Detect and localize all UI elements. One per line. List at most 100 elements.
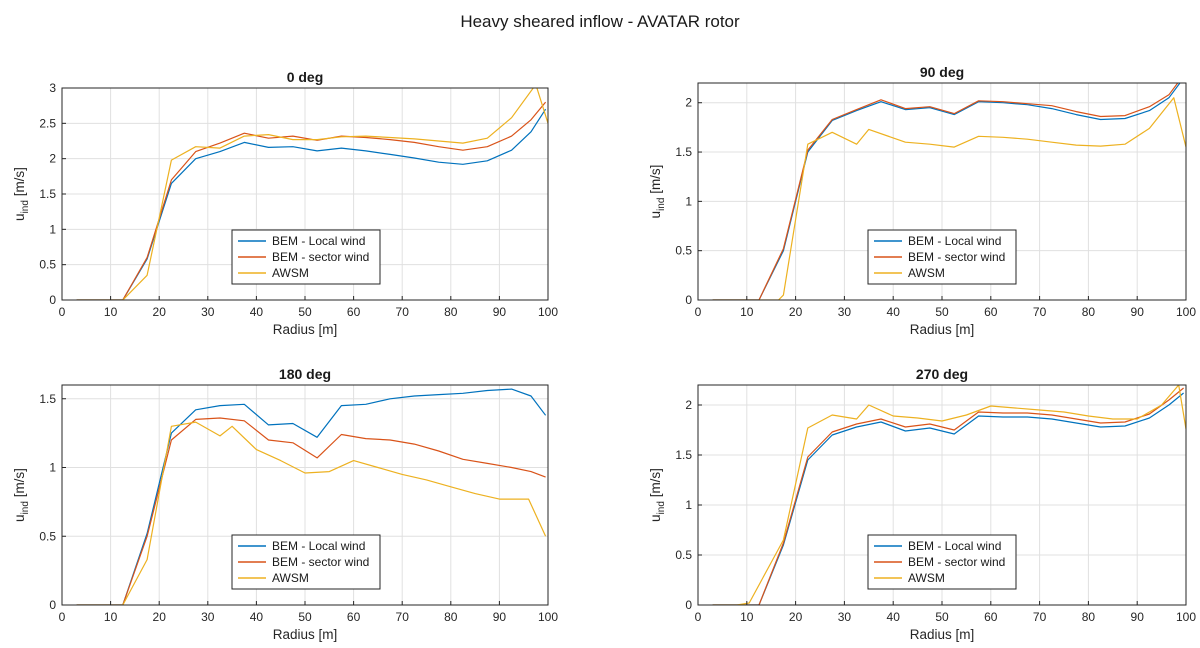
x-tick-label: 60 <box>347 610 361 624</box>
series-line-0 <box>712 392 1184 605</box>
x-tick-label: 20 <box>153 305 167 319</box>
x-axis-label: Radius [m] <box>910 322 975 337</box>
subplot-title: 270 deg <box>916 366 968 382</box>
y-tick-label: 0 <box>49 598 56 612</box>
series-line-0 <box>76 388 547 605</box>
y-tick-label: 2 <box>685 398 692 412</box>
series-line-2 <box>76 421 547 605</box>
y-tick-label: 1 <box>685 194 692 208</box>
legend-entry: AWSM <box>272 266 309 280</box>
legend: BEM - Local wind BEM - sector wind AWSM <box>867 534 1017 590</box>
x-tick-label: 0 <box>695 610 702 624</box>
x-tick-label: 30 <box>201 305 215 319</box>
y-tick-label: 3 <box>49 81 56 95</box>
y-axis-label: uind [m/s] <box>12 167 31 221</box>
figure-title: Heavy sheared inflow - AVATAR rotor <box>460 12 740 31</box>
x-tick-label: 30 <box>838 305 852 319</box>
x-tick-label: 10 <box>104 610 118 624</box>
x-tick-label: 80 <box>444 305 458 319</box>
x-tick-label: 40 <box>250 305 264 319</box>
y-tick-label: 1.5 <box>675 448 692 462</box>
subplot-3: 0 10 20 30 40 50 60 70 80 90 100 0 0.5 1 1.5 2 270 deg Ra… <box>648 366 1196 642</box>
series-line-2 <box>76 88 548 300</box>
x-tick-label: 60 <box>984 305 998 319</box>
y-tick-label: 1.5 <box>675 145 692 159</box>
x-tick-label: 50 <box>298 305 312 319</box>
y-tick-label: 0.5 <box>39 529 56 543</box>
x-tick-label: 40 <box>887 610 901 624</box>
legend-entry: BEM - Local wind <box>908 234 1001 248</box>
x-tick-label: 10 <box>740 610 754 624</box>
legend-entry: AWSM <box>272 571 309 585</box>
y-axis-label: uind [m/s] <box>648 165 667 219</box>
series-line-1 <box>76 101 547 300</box>
x-tick-label: 40 <box>887 305 901 319</box>
x-tick-label: 0 <box>695 305 702 319</box>
x-tick-label: 40 <box>250 610 264 624</box>
x-tick-label: 0 <box>59 610 66 624</box>
y-tick-label: 0 <box>685 293 692 307</box>
y-tick-label: 0.5 <box>675 548 692 562</box>
x-axis-label: Radius [m] <box>910 627 975 642</box>
legend-entry: AWSM <box>908 266 945 280</box>
x-tick-label: 0 <box>59 305 66 319</box>
y-tick-label: 2.5 <box>39 116 56 130</box>
subplot-0: 0 10 20 30 40 50 60 70 80 90 100 0 0.5 1 1.5 2 2.5 3 0 deg… <box>12 69 558 337</box>
x-tick-label: 100 <box>1176 305 1196 319</box>
series-line-0 <box>76 108 547 300</box>
x-tick-label: 90 <box>493 610 507 624</box>
x-tick-label: 100 <box>538 610 558 624</box>
x-tick-label: 30 <box>201 610 215 624</box>
x-tick-label: 30 <box>838 610 852 624</box>
y-axis-label: uind [m/s] <box>648 468 667 522</box>
x-tick-label: 60 <box>984 610 998 624</box>
y-tick-label: 2 <box>685 96 692 110</box>
x-tick-label: 20 <box>153 610 167 624</box>
x-tick-label: 20 <box>789 610 803 624</box>
legend-entry: BEM - sector wind <box>272 555 369 569</box>
x-tick-label: 70 <box>396 305 410 319</box>
subplot-2: 0 10 20 30 40 50 60 70 80 90 100 0 0.5 1 1.5 180 deg Rad… <box>12 366 558 642</box>
legend: BEM - Local wind BEM - sector wind AWSM <box>231 229 381 285</box>
y-tick-label: 1.5 <box>39 392 56 406</box>
legend-entry: BEM - sector wind <box>272 250 369 264</box>
x-tick-label: 70 <box>1033 610 1047 624</box>
legend-entry: BEM - Local wind <box>272 234 365 248</box>
y-tick-label: 1 <box>49 461 56 475</box>
legend: BEM - Local wind BEM - sector wind AWSM <box>867 229 1017 285</box>
x-tick-label: 80 <box>1082 305 1096 319</box>
x-tick-label: 90 <box>1131 610 1145 624</box>
x-tick-label: 90 <box>1131 305 1145 319</box>
x-tick-label: 90 <box>493 305 507 319</box>
series-line-1 <box>712 387 1184 605</box>
y-tick-label: 0 <box>49 293 56 307</box>
x-tick-label: 70 <box>1033 305 1047 319</box>
y-tick-label: 1 <box>49 222 56 236</box>
series-line-1 <box>76 417 546 605</box>
x-tick-label: 10 <box>104 305 118 319</box>
x-tick-label: 20 <box>789 305 803 319</box>
legend-entry: AWSM <box>908 571 945 585</box>
y-tick-label: 0.5 <box>675 244 692 258</box>
y-tick-label: 1.5 <box>39 187 56 201</box>
x-tick-label: 60 <box>347 305 361 319</box>
x-tick-label: 80 <box>444 610 458 624</box>
legend-entry: BEM - sector wind <box>908 555 1005 569</box>
series-line-2 <box>712 385 1186 605</box>
y-tick-label: 0.5 <box>39 258 56 272</box>
y-tick-label: 2 <box>49 152 56 166</box>
subplot-1: 0 10 20 30 40 50 60 70 80 90 100 0 0.5 1 1.5 2 90 deg Rad… <box>648 64 1196 337</box>
x-tick-label: 50 <box>935 610 949 624</box>
x-axis-label: Radius [m] <box>273 627 338 642</box>
x-tick-label: 10 <box>740 305 754 319</box>
x-tick-label: 80 <box>1082 610 1096 624</box>
legend-entry: BEM - Local wind <box>908 539 1001 553</box>
legend: BEM - Local wind BEM - sector wind AWSM <box>231 534 381 590</box>
legend-entry: BEM - sector wind <box>908 250 1005 264</box>
legend-entry: BEM - Local wind <box>272 539 365 553</box>
x-tick-label: 50 <box>935 305 949 319</box>
subplot-title: 0 deg <box>287 69 324 85</box>
x-tick-label: 100 <box>1176 610 1196 624</box>
subplot-title: 180 deg <box>279 366 331 382</box>
